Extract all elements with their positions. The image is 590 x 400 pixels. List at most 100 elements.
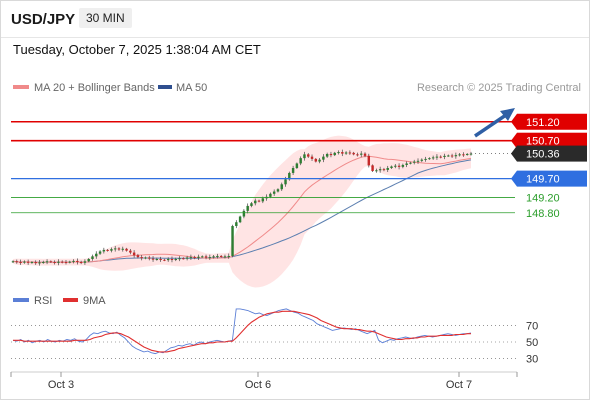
- candle-body: [435, 156, 439, 158]
- candle-body: [87, 259, 90, 262]
- candle-body: [95, 253, 98, 257]
- candle-body: [257, 200, 261, 202]
- level-tag-pointer: [511, 113, 517, 130]
- candle-body: [148, 257, 151, 259]
- candle-body: [117, 248, 121, 250]
- candle-body: [182, 258, 185, 260]
- candle-body: [420, 159, 424, 161]
- candle-body: [397, 165, 401, 167]
- ma20-line: [12, 155, 472, 263]
- candle-body: [64, 262, 68, 264]
- candle-body: [272, 191, 276, 194]
- candle-body: [416, 160, 420, 162]
- levels: 151.20 150.70 149.70 149.20 148.80 150.36: [11, 113, 587, 220]
- candle-body: [208, 257, 212, 259]
- candle-body: [129, 250, 132, 253]
- forecast-arrow: [474, 108, 515, 138]
- candle-body: [337, 152, 340, 154]
- level-tag-149.70: [517, 170, 587, 187]
- candle-body: [356, 154, 359, 156]
- level-label-149.20: 149.20: [526, 193, 560, 205]
- rsi-ma-line: [13, 310, 471, 353]
- candle-body: [276, 189, 280, 192]
- candle-body: [280, 184, 283, 190]
- candle-body: [45, 261, 49, 263]
- candle-body: [288, 172, 291, 180]
- candle-body: [333, 152, 336, 156]
- forecast-arrow-head: [500, 108, 515, 121]
- level-label-150.70: 150.70: [526, 136, 560, 148]
- candle-body: [401, 164, 405, 167]
- candle-body: [344, 152, 348, 154]
- x-tick-label: Oct 6: [245, 379, 271, 391]
- candle-body: [378, 169, 382, 171]
- candle-body: [60, 261, 64, 263]
- candle-body: [98, 251, 102, 254]
- candle-body: [136, 255, 140, 258]
- candle-body: [76, 260, 79, 263]
- candle-body: [254, 200, 257, 204]
- candle-body: [11, 261, 15, 263]
- candle-body: [42, 262, 45, 264]
- candle-body: [352, 152, 355, 155]
- rsi-legend-label: RSI: [34, 295, 52, 307]
- candle-body: [363, 153, 367, 156]
- rsi-tick-label-50: 50: [526, 337, 538, 349]
- candle-body: [394, 165, 397, 167]
- candle-body: [424, 158, 427, 160]
- timeframe-button[interactable]: 30 MIN: [79, 8, 132, 28]
- candle-body: [91, 256, 94, 260]
- candle-body: [79, 262, 83, 264]
- x-tick-label: Oct 3: [48, 379, 74, 391]
- candle-body: [314, 158, 318, 162]
- candle-body: [439, 156, 442, 158]
- candle-body: [223, 256, 227, 258]
- candle-body: [201, 256, 204, 258]
- candle-body: [68, 261, 71, 263]
- ma20-legend-label: MA 20 + Bollinger Bands: [34, 82, 155, 94]
- candle-body: [219, 255, 223, 257]
- candle-body: [443, 155, 446, 158]
- candle-body: [72, 260, 75, 262]
- candle-body: [413, 161, 416, 163]
- candle-body: [227, 255, 230, 257]
- candle-body: [53, 262, 56, 264]
- candle-body: [307, 154, 310, 157]
- candle-body: [15, 261, 19, 263]
- level-tag-151.20: [517, 113, 587, 130]
- candle-body: [246, 205, 249, 211]
- price-panel: [11, 135, 473, 288]
- currency-pair-title: USD/JPY: [11, 11, 76, 28]
- candle-body: [231, 226, 234, 256]
- candle-body: [113, 248, 117, 250]
- rsi-tick-label-70: 70: [526, 320, 538, 332]
- candle-body: [26, 261, 30, 263]
- candle-body: [238, 216, 242, 223]
- candle-body: [310, 156, 314, 159]
- candle-body: [185, 257, 189, 259]
- candle-body: [250, 203, 253, 206]
- last-price-tag-pointer: [511, 145, 517, 162]
- candle-body: [269, 193, 272, 197]
- candle-body: [102, 249, 106, 252]
- candle-body: [382, 169, 386, 171]
- candle-body: [465, 153, 469, 155]
- candle-body: [132, 252, 136, 256]
- candle-body: [174, 259, 177, 261]
- candle-body: [303, 154, 306, 159]
- candle-body: [458, 154, 461, 156]
- candle-body: [405, 163, 408, 165]
- candle-body: [295, 163, 299, 169]
- candle-body: [163, 259, 166, 261]
- candle-body: [325, 153, 329, 157]
- bollinger-band: [13, 135, 471, 288]
- candle-body: [242, 210, 246, 217]
- timestamp: Tuesday, October 7, 2025 1:38:04 AM CET: [13, 42, 261, 57]
- candle-body: [431, 157, 435, 159]
- level-label-149.70: 149.70: [526, 174, 560, 186]
- candle-body: [348, 152, 352, 154]
- candle-body: [106, 249, 109, 251]
- candle-body: [38, 262, 41, 264]
- candle-body: [193, 257, 196, 259]
